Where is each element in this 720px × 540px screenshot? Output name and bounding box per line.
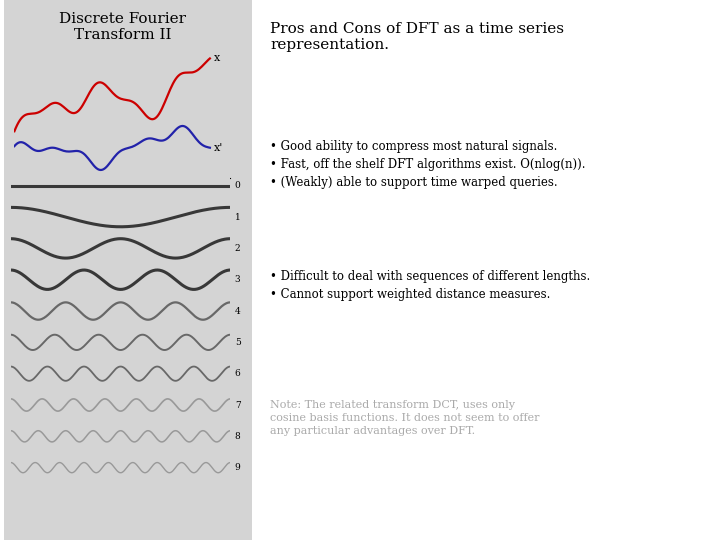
Text: 9: 9 (235, 463, 240, 472)
Text: Note: The related transform DCT, uses only
cosine basis functions. It does not s: Note: The related transform DCT, uses on… (270, 400, 539, 436)
Text: 6: 6 (235, 369, 240, 378)
Text: 3: 3 (235, 275, 240, 284)
Text: x: x (214, 53, 220, 64)
Text: 0: 0 (235, 181, 240, 190)
Text: 8: 8 (235, 432, 240, 441)
Text: 7: 7 (235, 401, 240, 409)
Text: Pros and Cons of DFT as a time series
representation.: Pros and Cons of DFT as a time series re… (270, 22, 564, 52)
Title: Discrete Fourier
Transform II: Discrete Fourier Transform II (59, 12, 186, 42)
Text: • Good ability to compress most natural signals.
• Fast, off the shelf DFT algor: • Good ability to compress most natural … (270, 140, 585, 190)
Text: 2: 2 (235, 244, 240, 253)
Text: 1: 1 (235, 213, 240, 221)
Text: • Difficult to deal with sequences of different lengths.
• Cannot support weight: • Difficult to deal with sequences of di… (270, 270, 590, 301)
Text: 5: 5 (235, 338, 240, 347)
Text: x': x' (214, 143, 223, 153)
Text: 4: 4 (235, 307, 240, 315)
